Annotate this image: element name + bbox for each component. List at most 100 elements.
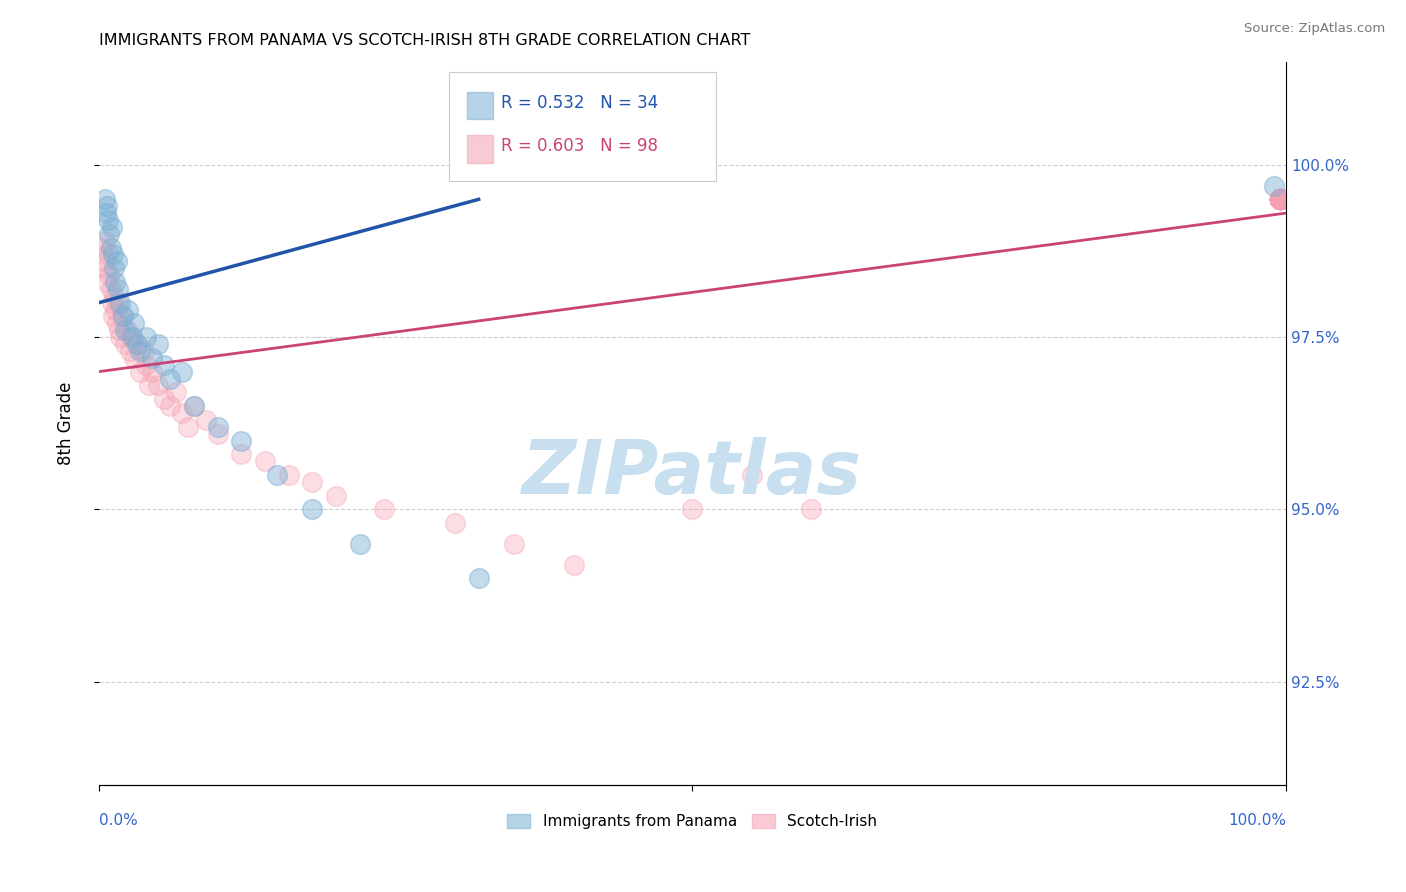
Point [562, 558, 585, 572]
Point [800, 502, 823, 516]
Point [231, 447, 253, 461]
FancyBboxPatch shape [467, 136, 494, 163]
Point [1268, 192, 1291, 206]
Point [93, 192, 115, 206]
Point [1268, 192, 1291, 206]
Point [114, 337, 136, 351]
Point [97, 213, 120, 227]
Point [1268, 192, 1291, 206]
Point [170, 406, 193, 420]
Point [325, 489, 347, 503]
Point [1268, 192, 1291, 206]
Point [103, 261, 125, 276]
Point [1268, 192, 1291, 206]
Point [1268, 192, 1291, 206]
Point [96, 199, 118, 213]
Point [1268, 192, 1291, 206]
Point [1268, 192, 1291, 206]
Point [177, 419, 200, 434]
Point [1268, 192, 1291, 206]
Point [107, 295, 129, 310]
Point [1268, 192, 1291, 206]
Point [125, 337, 148, 351]
Point [301, 475, 323, 489]
Point [108, 295, 131, 310]
Text: R = 0.603   N = 98: R = 0.603 N = 98 [502, 137, 658, 155]
Point [125, 337, 148, 351]
Point [1268, 192, 1291, 206]
Point [94, 261, 117, 276]
Point [103, 289, 125, 303]
Point [108, 330, 131, 344]
Point [266, 467, 288, 482]
Text: Source: ZipAtlas.com: Source: ZipAtlas.com [1244, 22, 1385, 36]
Point [159, 371, 181, 385]
Point [1268, 192, 1291, 206]
Point [118, 343, 141, 358]
Point [135, 330, 157, 344]
Point [1268, 192, 1291, 206]
Point [111, 310, 134, 324]
Point [183, 399, 205, 413]
Point [159, 399, 181, 413]
Point [1268, 192, 1291, 206]
Point [1263, 178, 1285, 193]
Point [1268, 192, 1291, 206]
Point [503, 537, 526, 551]
Point [1268, 192, 1291, 206]
Point [105, 317, 128, 331]
Point [1268, 192, 1291, 206]
Text: ZIPatlas: ZIPatlas [523, 437, 862, 510]
Point [1268, 192, 1291, 206]
Point [1268, 192, 1291, 206]
Point [97, 247, 120, 261]
Point [1268, 192, 1291, 206]
Point [1268, 192, 1291, 206]
Point [1268, 192, 1291, 206]
Point [100, 282, 122, 296]
Point [1268, 192, 1291, 206]
Point [1268, 192, 1291, 206]
Point [444, 516, 467, 531]
Point [108, 323, 131, 337]
Point [1268, 192, 1291, 206]
Legend: Immigrants from Panama, Scotch-Irish: Immigrants from Panama, Scotch-Irish [502, 808, 883, 835]
Point [231, 434, 253, 448]
Point [129, 365, 152, 379]
Point [100, 241, 122, 255]
Point [1268, 192, 1291, 206]
Point [741, 467, 763, 482]
Point [96, 275, 118, 289]
Point [1268, 192, 1291, 206]
Point [1268, 192, 1291, 206]
Point [98, 227, 121, 241]
Point [194, 413, 217, 427]
Point [135, 358, 157, 372]
Point [1268, 192, 1291, 206]
Point [1268, 192, 1291, 206]
Point [146, 337, 169, 351]
Point [153, 392, 176, 407]
Point [121, 330, 143, 344]
Point [1268, 192, 1291, 206]
Point [1268, 192, 1291, 206]
Point [132, 343, 155, 358]
Point [104, 275, 127, 289]
Point [129, 343, 152, 358]
Y-axis label: 8th Grade: 8th Grade [58, 382, 75, 465]
Point [111, 310, 134, 324]
Point [1268, 192, 1291, 206]
FancyBboxPatch shape [467, 92, 494, 120]
Text: 100.0%: 100.0% [1227, 813, 1286, 828]
Point [93, 234, 115, 248]
Point [253, 454, 276, 468]
Point [170, 365, 193, 379]
Point [124, 317, 146, 331]
Point [101, 295, 124, 310]
Point [141, 365, 163, 379]
Point [467, 571, 489, 585]
Point [1268, 192, 1291, 206]
Point [1268, 192, 1291, 206]
Point [117, 302, 139, 317]
Text: R = 0.532   N = 34: R = 0.532 N = 34 [502, 94, 658, 112]
